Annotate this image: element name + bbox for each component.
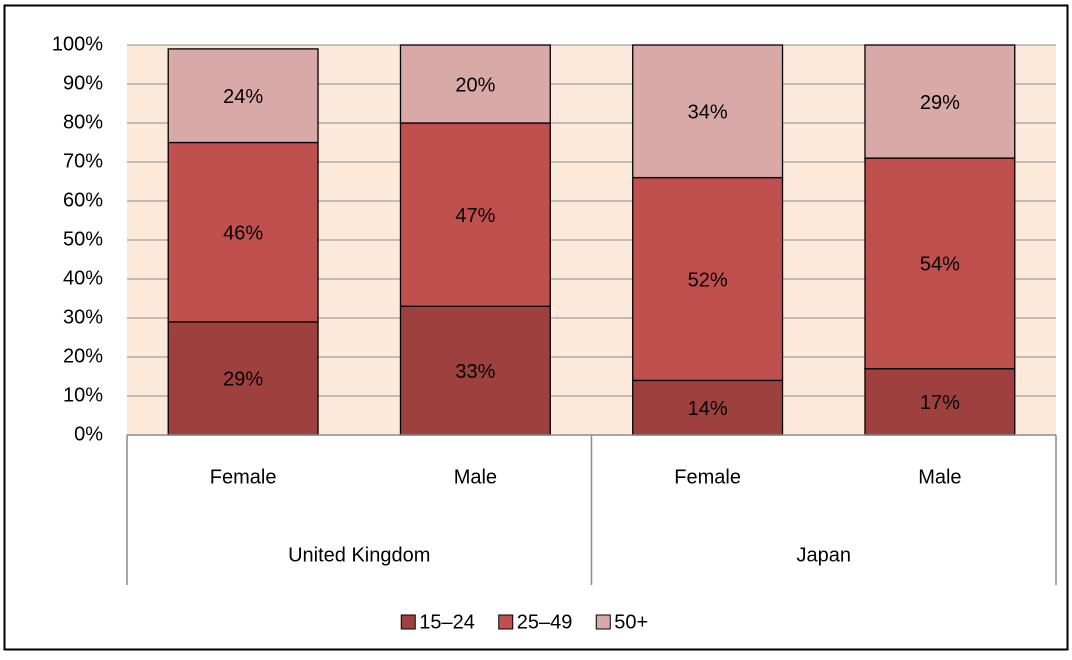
- data-label: 33%: [455, 361, 495, 383]
- bar-segment: [864, 44, 1016, 159]
- data-label: 52%: [688, 269, 728, 291]
- data-label: 14%: [688, 398, 728, 420]
- legend-swatch: [400, 614, 416, 630]
- y-tick-label: 30%: [63, 306, 103, 328]
- y-tick-label: 60%: [63, 189, 103, 211]
- data-label: 24%: [223, 86, 263, 108]
- bar-segment: [167, 321, 319, 436]
- legend-label: 50+: [614, 611, 648, 633]
- data-label: 17%: [920, 392, 960, 414]
- data-label: 29%: [223, 369, 263, 391]
- legend: 15–24 25–49 50+: [400, 611, 648, 633]
- group-label: Japan: [797, 544, 852, 566]
- bar-segment: [632, 44, 784, 179]
- y-tick-label: 0%: [74, 423, 103, 445]
- bar-segment: [864, 157, 1016, 370]
- bar-segment: [864, 368, 1016, 436]
- bar-segment: [399, 305, 551, 436]
- data-label: 46%: [223, 222, 263, 244]
- data-label: 47%: [455, 205, 495, 227]
- x-tick-label: Female: [674, 466, 741, 488]
- y-tick-label: 40%: [63, 267, 103, 289]
- data-label: 54%: [920, 254, 960, 276]
- x-tick-label: Male: [918, 466, 961, 488]
- x-tick-label: Male: [454, 466, 497, 488]
- y-tick-label: 10%: [63, 384, 103, 406]
- y-tick-label: 70%: [63, 150, 103, 172]
- bar-segment: [399, 122, 551, 307]
- bar-segment: [399, 44, 551, 124]
- bar-segment: [632, 176, 784, 382]
- y-tick-label: 80%: [63, 111, 103, 133]
- bar-segment: [167, 48, 319, 144]
- y-tick-label: 100%: [52, 33, 103, 55]
- y-tick-label: 50%: [63, 228, 103, 250]
- data-label: 29%: [920, 92, 960, 114]
- x-tick-label: Female: [210, 466, 277, 488]
- legend-label: 15–24: [419, 611, 475, 633]
- legend-swatch: [595, 614, 611, 630]
- data-label: 20%: [455, 74, 495, 96]
- legend-swatch: [498, 614, 514, 630]
- group-label: United Kingdom: [288, 544, 430, 566]
- y-tick-label: 90%: [63, 72, 103, 94]
- legend-label: 25–49: [517, 611, 573, 633]
- data-label: 34%: [688, 102, 728, 124]
- bar-segment: [632, 379, 784, 436]
- bar-segment: [167, 141, 319, 323]
- y-tick-label: 20%: [63, 345, 103, 367]
